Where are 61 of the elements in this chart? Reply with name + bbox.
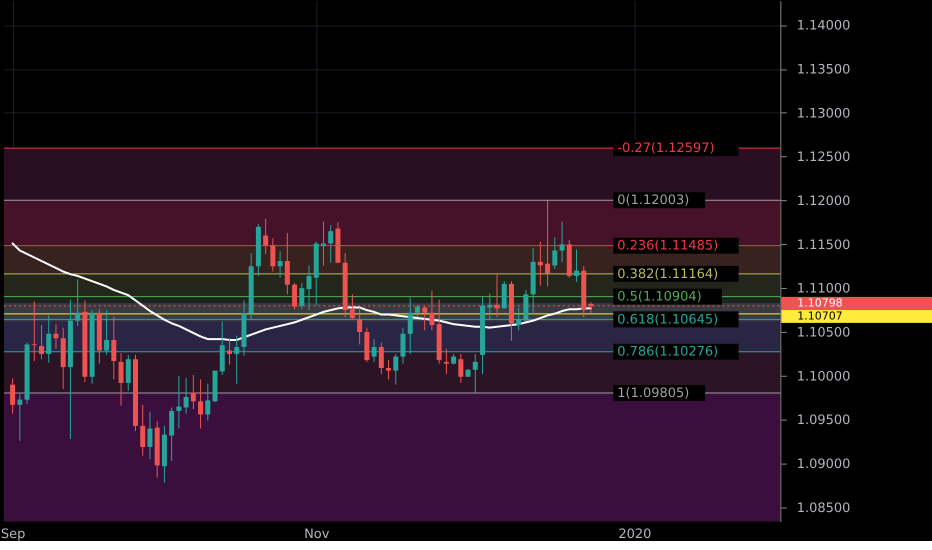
candlestick xyxy=(39,324,44,360)
candlestick xyxy=(198,378,204,430)
y-tick-label: 1.10000 xyxy=(796,369,850,384)
candlestick xyxy=(118,352,124,406)
ref-line-label: 0.236(1.11485) xyxy=(617,238,718,254)
candlestick xyxy=(147,411,152,460)
y-tick-label: 1.10500 xyxy=(796,326,850,341)
candlestick xyxy=(111,316,116,380)
candlestick xyxy=(263,218,268,255)
candlestick xyxy=(472,353,478,394)
candlestick xyxy=(560,221,565,262)
y-tick-label: 1.09500 xyxy=(796,413,850,428)
line-series xyxy=(12,242,592,341)
x-tick-label: 2020 xyxy=(618,526,652,542)
candlestick xyxy=(205,383,210,422)
ref-line-label: 0.618(1.10645) xyxy=(617,312,718,328)
candlestick xyxy=(538,241,543,286)
y-tick-label: 1.13000 xyxy=(796,106,850,122)
candlestick xyxy=(278,250,283,278)
x-tick-label: Sep xyxy=(0,526,26,542)
y-tick-label: 1.12500 xyxy=(796,150,850,166)
candlestick xyxy=(299,282,304,310)
candlestick xyxy=(574,249,580,283)
x-tick-label: Nov xyxy=(304,526,330,542)
y-tick-label: 1.11500 xyxy=(796,238,850,253)
ref-line-label: 0.5(1.10904) xyxy=(617,290,702,305)
candlestick xyxy=(184,377,189,414)
candlestick xyxy=(270,238,276,272)
candlestick xyxy=(320,221,326,266)
candlestick xyxy=(140,404,146,456)
ref-line-label: 0.382(1.11164) xyxy=(617,266,718,282)
candlestick xyxy=(414,304,420,318)
y-tick-label: 1.10798 xyxy=(797,296,843,310)
candlestick xyxy=(545,200,550,287)
candlestick xyxy=(328,224,334,264)
candlestick xyxy=(552,236,558,270)
candlestick xyxy=(458,353,464,384)
candlestick xyxy=(378,342,384,375)
candlestick xyxy=(190,374,196,410)
candlestick xyxy=(226,338,232,365)
candlestick xyxy=(17,394,22,442)
ref-line-label: 1(1.09805) xyxy=(617,386,690,401)
y-tick-label: 1.11000 xyxy=(796,282,850,297)
candlestick xyxy=(386,360,392,380)
y-tick-label: 1.12000 xyxy=(796,194,850,210)
candlestick xyxy=(176,375,182,430)
candlestick xyxy=(126,354,131,392)
candlestick xyxy=(284,232,290,295)
ref-line-label: 0.786(1.10276) xyxy=(617,344,718,360)
y-tick-label: 1.10707 xyxy=(797,309,843,322)
y-tick-label: 1.14000 xyxy=(796,18,850,34)
candlestick xyxy=(451,353,456,365)
y-tick-label: 1.13500 xyxy=(796,62,850,78)
candlestick xyxy=(393,353,398,386)
ref-line-label: 0(1.12003) xyxy=(617,193,690,208)
y-tick-label: 1.08500 xyxy=(796,500,850,516)
candlestick xyxy=(306,264,312,311)
ref-line-label: -0.27(1.12597) xyxy=(617,141,715,156)
candlestick xyxy=(10,378,16,414)
candlestick xyxy=(53,324,58,350)
y-tick-label: 1.09000 xyxy=(796,457,850,472)
